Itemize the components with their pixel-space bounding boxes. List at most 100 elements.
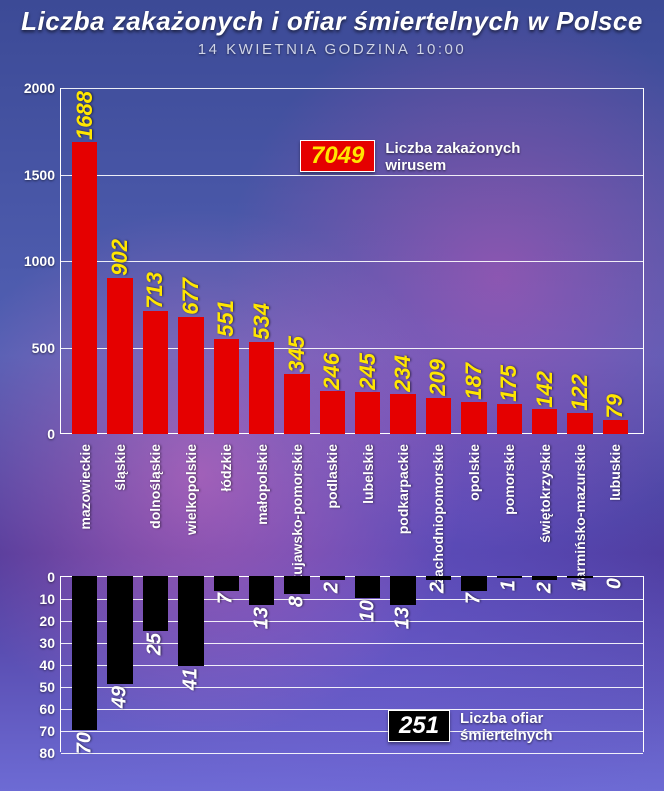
bar-value-label: 187	[461, 363, 487, 402]
bar-value-label: 902	[107, 239, 133, 278]
bar-value-label: 49	[109, 684, 132, 708]
bar-value-label: 79	[602, 394, 628, 420]
bar: 7	[214, 576, 239, 591]
bar: 10	[355, 576, 380, 598]
category-label: dolnośląskie	[147, 444, 163, 529]
bar: 534	[249, 342, 274, 434]
badge-number: 251	[388, 710, 450, 742]
bar-slot: 79	[601, 88, 630, 434]
bar: 2	[320, 576, 345, 580]
category-labels: mazowieckieśląskiedolnośląskiewielkopols…	[70, 440, 630, 572]
y-tick-label: 0	[47, 569, 61, 585]
bar-value-label: 10	[356, 598, 379, 622]
y-tick-label: 80	[39, 745, 61, 761]
bar: 8	[284, 576, 309, 594]
bar: 2	[532, 576, 557, 580]
bar-value-label: 25	[144, 631, 167, 655]
bar-slot: 1688	[70, 88, 99, 434]
infographic-root: Liczba zakażonych i ofiar śmiertelnych w…	[0, 0, 664, 791]
bar-value-label: 534	[249, 303, 275, 342]
category-label: świętokrzyskie	[537, 444, 553, 543]
y-tick-label: 1500	[24, 167, 61, 183]
category-slot: lubuskie	[601, 440, 630, 572]
bar-value-label: 2	[321, 580, 344, 593]
bar-slot: 70	[70, 576, 99, 752]
bar-value-label: 8	[285, 594, 308, 607]
bar-value-label: 13	[250, 605, 273, 629]
y-tick-label: 0	[47, 426, 61, 442]
bar: 13	[249, 576, 274, 605]
category-slot: zachodniopomorskie	[424, 440, 453, 572]
category-slot: dolnośląskie	[141, 440, 170, 572]
bar-slot: 902	[105, 88, 134, 434]
badge-label: Liczba zakażonych wirusem	[385, 140, 555, 175]
bar: 79	[603, 420, 628, 434]
bar: 551	[214, 339, 239, 434]
bar: 7	[461, 576, 486, 591]
bar-slot: 122	[565, 88, 594, 434]
category-slot: pomorskie	[495, 440, 524, 572]
y-tick-label: 30	[39, 635, 61, 651]
bar: 13	[390, 576, 415, 605]
bar-value-label: 713	[142, 272, 168, 311]
y-tick-label: 2000	[24, 80, 61, 96]
category-slot: kujawsko-pomorskie	[282, 440, 311, 572]
category-label: zachodniopomorskie	[430, 444, 446, 584]
bar: 187	[461, 402, 486, 434]
category-label: pomorskie	[501, 444, 517, 515]
bar: 142	[532, 409, 557, 434]
bar-slot: 13	[247, 576, 276, 752]
y-tick-label: 60	[39, 701, 61, 717]
bar-slot: 7	[212, 576, 241, 752]
bar-value-label: 142	[532, 371, 558, 410]
bar: 902	[107, 278, 132, 434]
y-tick-label: 50	[39, 679, 61, 695]
bar: 1688	[72, 142, 97, 434]
category-label: mazowieckie	[77, 444, 93, 530]
grid-line	[61, 753, 643, 754]
bar: 713	[143, 311, 168, 434]
bar-slot: 713	[141, 88, 170, 434]
bar-value-label: 345	[284, 336, 310, 375]
bar-slot: 534	[247, 88, 276, 434]
bar-value-label: 677	[178, 278, 204, 317]
bar-slot: 25	[141, 576, 170, 752]
bar-slot: 49	[105, 576, 134, 752]
title-band: Liczba zakażonych i ofiar śmiertelnych w…	[0, 0, 664, 58]
category-label: warmińsko-mazurskie	[572, 444, 588, 590]
bar-slot: 41	[176, 576, 205, 752]
bar-value-label: 13	[392, 605, 415, 629]
bar-slot: 8	[282, 576, 311, 752]
y-tick-label: 40	[39, 657, 61, 673]
category-slot: świętokrzyskie	[530, 440, 559, 572]
category-slot: mazowieckie	[70, 440, 99, 572]
category-slot: opolskie	[459, 440, 488, 572]
bar-slot: 2	[318, 576, 347, 752]
badge-label: Liczba ofiar śmiertelnych	[460, 710, 630, 745]
bar-value-label: 70	[73, 730, 96, 754]
bar-value-label: 1688	[72, 91, 98, 142]
category-label: łódzkie	[218, 444, 234, 491]
bar: 175	[497, 404, 522, 434]
bar-value-label: 1	[568, 578, 591, 591]
bar-value-label: 209	[425, 359, 451, 398]
category-label: śląskie	[112, 444, 128, 491]
bar: 234	[390, 394, 415, 434]
category-slot: śląskie	[105, 440, 134, 572]
bar-value-label: 246	[319, 353, 345, 392]
category-label: lubuskie	[607, 444, 623, 501]
total-deaths-badge: 251 Liczba ofiar śmiertelnych	[388, 710, 630, 745]
bar-value-label: 2	[427, 580, 450, 593]
bar: 25	[143, 576, 168, 631]
bar: 70	[72, 576, 97, 730]
bar-value-label: 0	[604, 576, 627, 589]
category-slot: podkarpackie	[388, 440, 417, 572]
bar-value-label: 175	[496, 365, 522, 404]
bar-slot: 551	[212, 88, 241, 434]
y-tick-label: 10	[39, 591, 61, 607]
bar-value-label: 7	[215, 591, 238, 604]
y-tick-label: 70	[39, 723, 61, 739]
bar: 209	[426, 398, 451, 434]
bar-value-label: 1	[498, 578, 521, 591]
category-slot: lubelskie	[353, 440, 382, 572]
